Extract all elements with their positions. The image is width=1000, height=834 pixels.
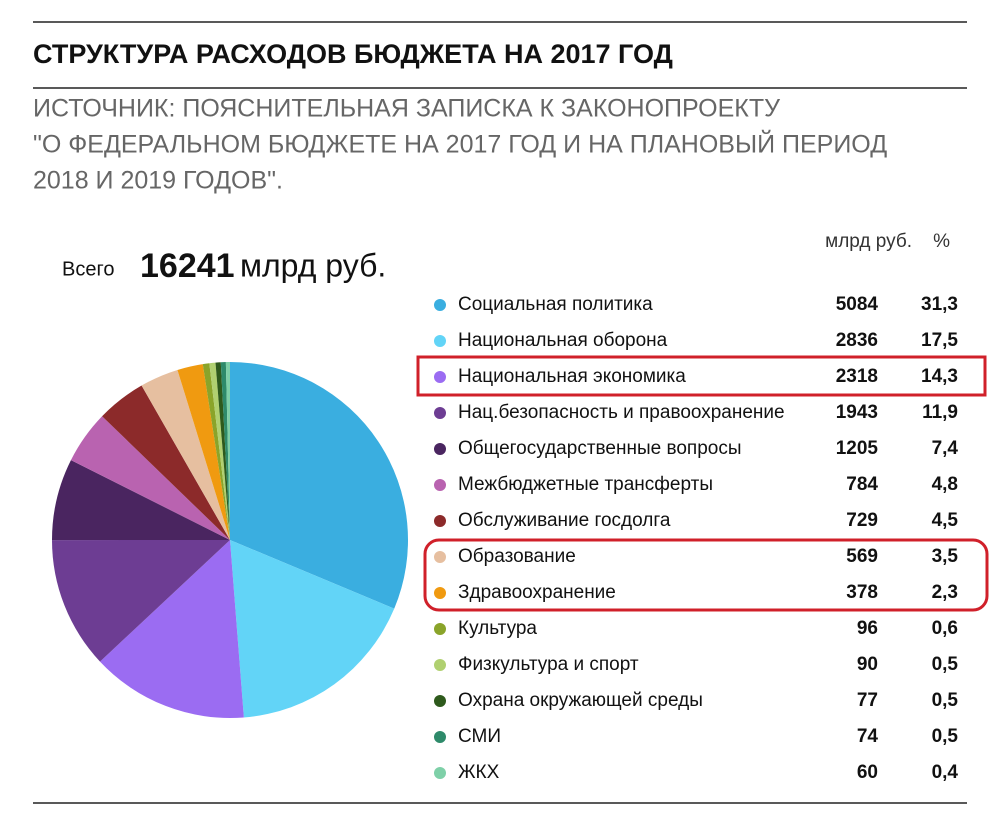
legend-label: Обслуживание госдолга (458, 510, 671, 531)
legend-label: Физкультура и спорт (458, 654, 639, 675)
legend-marker (434, 443, 446, 455)
percent-label: 7,4 (932, 438, 959, 459)
value-label: 74 (857, 726, 879, 747)
subtitle: 2018 И 2019 ГОДОВ". (33, 167, 283, 195)
legend-label: Охрана окружающей среды (458, 690, 703, 711)
value-label: 5084 (836, 294, 879, 315)
chart-title: СТРУКТУРА РАСХОДОВ БЮДЖЕТА НА 2017 ГОД (33, 39, 673, 69)
legend-marker (434, 407, 446, 419)
value-label: 2318 (836, 366, 878, 387)
legend-label: Культура (458, 618, 537, 639)
pie-slice (230, 362, 408, 609)
pie-slice (141, 369, 230, 540)
legend-label: Здравоохранение (458, 582, 616, 603)
pie (51, 362, 408, 718)
pie-slice (52, 540, 231, 662)
value-label: 77 (857, 690, 878, 711)
percent-label: 4,5 (932, 510, 959, 531)
percent-label: 3,5 (932, 546, 959, 567)
percent-label: 11,9 (922, 402, 958, 423)
legend-marker (434, 371, 446, 383)
total-prefix: Всего (62, 258, 114, 280)
pie-slice (215, 362, 230, 540)
pie-slice (51, 460, 230, 541)
percent-label: 0,6 (932, 618, 958, 639)
total-unit: млрд руб. (240, 247, 386, 283)
legend-marker (434, 659, 446, 671)
legend-marker (434, 695, 446, 707)
legend-marker (434, 623, 446, 635)
percent-label: 0,5 (932, 654, 959, 675)
legend-label: Межбюджетные трансферты (458, 474, 713, 495)
percent-label: 31,3 (921, 294, 958, 315)
value-label: 1943 (836, 402, 878, 423)
highlight-box (423, 538, 989, 612)
percent-label: 17,5 (921, 330, 958, 351)
pie-slice (225, 362, 230, 540)
pie-slice (209, 362, 230, 540)
legend-label: ЖКХ (458, 762, 500, 783)
value-label: 90 (857, 654, 878, 675)
pie-slice (202, 363, 230, 540)
percent-label: 14,3 (921, 366, 958, 387)
pie-slice (177, 364, 230, 540)
value-label: 96 (857, 618, 878, 639)
legend-marker (434, 551, 446, 563)
percent-header: % (933, 231, 950, 252)
pie-slice (100, 540, 244, 718)
legend-label: Социальная политика (458, 294, 653, 315)
pie-slice (230, 540, 395, 718)
pie-slice (102, 385, 230, 540)
legend: Социальная политика 5084 31,3 Национальная … (434, 294, 958, 783)
value-label: 1205 (836, 438, 879, 459)
highlight-box (416, 355, 987, 397)
legend-marker (434, 731, 446, 743)
legend-label: Общегосударственные вопросы (458, 438, 741, 459)
value-header: млрд руб. (825, 231, 912, 252)
legend-marker (434, 335, 446, 347)
value-label: 2836 (836, 330, 878, 351)
percent-label: 2,3 (932, 582, 958, 603)
legend-label: Национальная экономика (458, 366, 686, 387)
legend-marker (434, 479, 446, 491)
legend-marker (434, 299, 446, 311)
pie-slice (70, 416, 230, 540)
legend-marker (434, 587, 446, 599)
value-label: 569 (846, 546, 878, 567)
total: 16241 (140, 247, 235, 285)
value-label: 784 (846, 474, 878, 495)
percent-label: 0,5 (932, 726, 959, 747)
value-label: 729 (846, 510, 878, 531)
legend-label: Национальная оборона (458, 330, 668, 351)
percent-label: 0,4 (932, 762, 959, 783)
pie-slice (220, 362, 230, 540)
legend-marker (434, 515, 446, 527)
legend-label: Образование (458, 546, 576, 567)
percent-label: 4,8 (932, 474, 958, 495)
subtitle: "О ФЕДЕРАЛЬНОМ БЮДЖЕТЕ НА 2017 ГОД И НА … (33, 129, 887, 159)
subtitle: ИСТОЧНИК: ПОЯСНИТЕЛЬНАЯ ЗАПИСКА К ЗАКОНО… (33, 95, 780, 123)
legend-label: Нац.безопасность и правоохранение (458, 402, 785, 423)
value-label: 60 (857, 762, 878, 783)
value-label: 378 (846, 582, 878, 603)
percent-label: 0,5 (932, 690, 959, 711)
legend-label: СМИ (458, 726, 501, 747)
legend-marker (434, 767, 446, 779)
